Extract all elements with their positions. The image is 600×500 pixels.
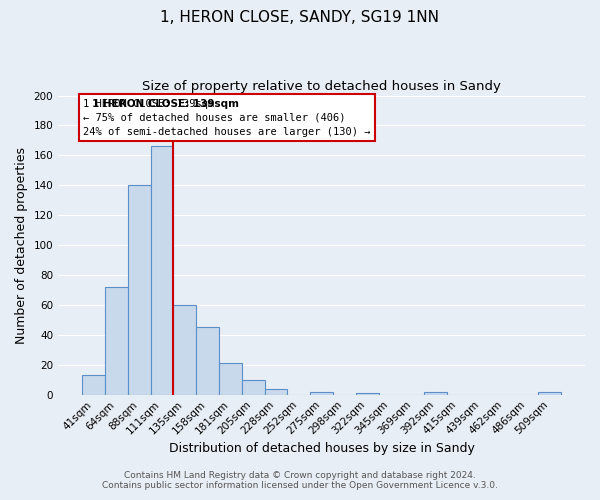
Bar [424,392,447,394]
Y-axis label: Number of detached properties: Number of detached properties [15,146,28,344]
Bar [242,380,265,394]
Text: 1, HERON CLOSE, SANDY, SG19 1NN: 1, HERON CLOSE, SANDY, SG19 1NN [161,10,439,25]
Bar [196,328,219,394]
Bar [265,388,287,394]
Text: 1 HERON CLOSE: 139sqm
← 75% of detached houses are smaller (406)
24% of semi-det: 1 HERON CLOSE: 139sqm ← 75% of detached … [83,98,371,136]
Bar [151,146,173,394]
Bar [356,393,379,394]
Text: 1 HERON CLOSE: 139sqm: 1 HERON CLOSE: 139sqm [92,98,239,108]
Bar [105,287,128,395]
Bar [538,392,561,394]
Title: Size of property relative to detached houses in Sandy: Size of property relative to detached ho… [142,80,501,93]
Bar [128,186,151,394]
Bar [219,364,242,394]
Bar [82,376,105,394]
Bar [310,392,333,394]
Text: Contains HM Land Registry data © Crown copyright and database right 2024.
Contai: Contains HM Land Registry data © Crown c… [102,470,498,490]
Bar [173,305,196,394]
X-axis label: Distribution of detached houses by size in Sandy: Distribution of detached houses by size … [169,442,475,455]
